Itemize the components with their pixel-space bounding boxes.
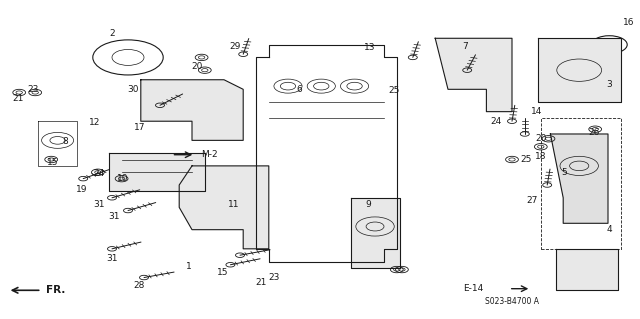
Text: 8: 8	[63, 137, 68, 146]
Text: 2: 2	[109, 29, 115, 38]
Text: 3: 3	[607, 80, 612, 89]
Text: 11: 11	[228, 200, 239, 209]
Text: S023-B4700 A: S023-B4700 A	[485, 297, 539, 306]
Text: 27: 27	[527, 197, 538, 205]
Text: 25: 25	[388, 86, 399, 95]
Text: 31: 31	[93, 200, 105, 209]
Text: 25: 25	[520, 155, 532, 164]
Text: 5: 5	[562, 168, 567, 177]
Text: 15: 15	[217, 268, 228, 277]
Text: 15: 15	[47, 158, 58, 167]
Text: 6: 6	[297, 85, 302, 94]
Text: 31: 31	[106, 254, 118, 263]
Text: 1: 1	[186, 262, 191, 271]
Text: E-14: E-14	[463, 284, 483, 293]
Polygon shape	[141, 80, 243, 140]
Polygon shape	[109, 153, 205, 191]
Text: 13: 13	[364, 43, 376, 52]
Text: 31: 31	[108, 212, 120, 221]
Text: 4: 4	[607, 225, 612, 234]
Text: 24: 24	[93, 169, 105, 178]
Text: 30: 30	[127, 85, 139, 94]
Text: 10: 10	[117, 174, 129, 183]
Text: 23: 23	[28, 85, 39, 94]
Text: 26: 26	[588, 128, 600, 137]
Polygon shape	[179, 166, 269, 249]
Text: 14: 14	[531, 107, 542, 116]
Text: 29: 29	[230, 42, 241, 51]
Text: 21: 21	[12, 94, 24, 103]
Text: M-2: M-2	[202, 150, 218, 159]
Text: 21: 21	[255, 278, 267, 287]
Polygon shape	[435, 38, 512, 112]
Text: 17: 17	[134, 123, 145, 132]
Text: 24: 24	[490, 117, 502, 126]
Text: 16: 16	[623, 18, 634, 27]
Text: 18: 18	[535, 152, 547, 161]
Text: FR.: FR.	[46, 285, 65, 295]
Text: 23: 23	[268, 273, 280, 282]
Polygon shape	[538, 38, 621, 102]
Polygon shape	[556, 249, 618, 290]
Text: 19: 19	[76, 185, 88, 194]
Text: 20: 20	[191, 63, 203, 71]
Text: 28: 28	[134, 281, 145, 290]
Text: 9: 9	[365, 200, 371, 209]
Polygon shape	[550, 134, 608, 223]
Bar	[541, 118, 621, 249]
Text: 7: 7	[462, 42, 467, 51]
Text: 20: 20	[535, 134, 547, 143]
Text: 12: 12	[89, 118, 100, 127]
Polygon shape	[351, 198, 400, 268]
